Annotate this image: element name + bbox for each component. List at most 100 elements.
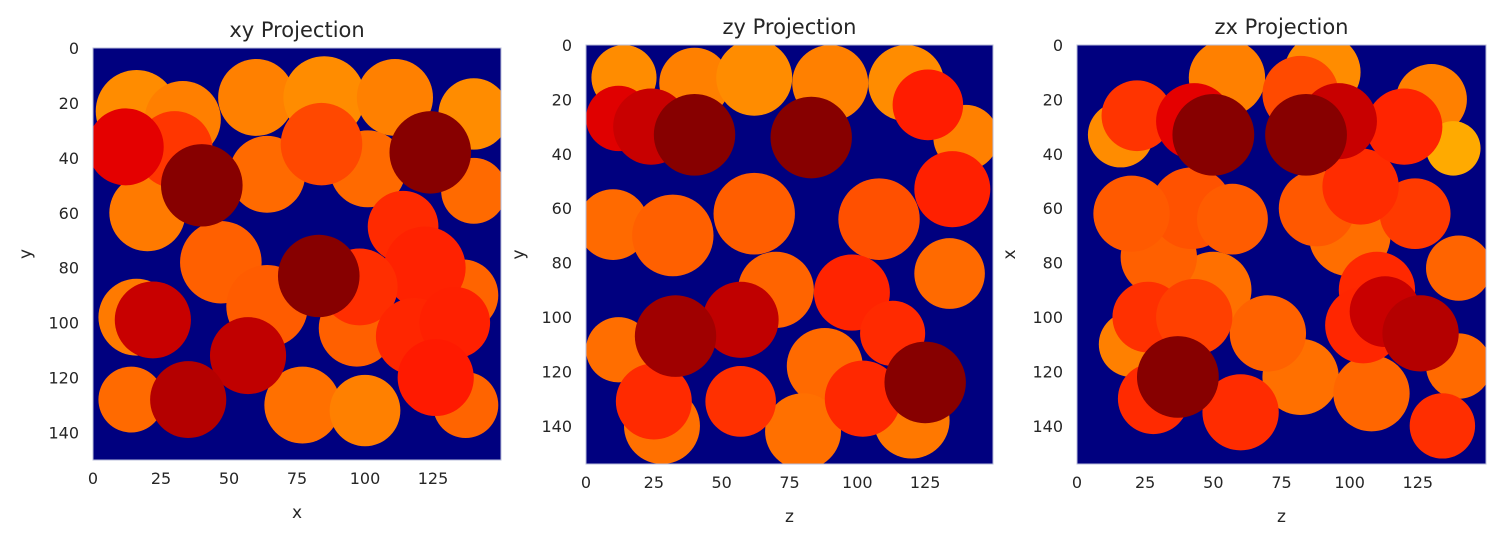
x-tick-label: 25 xyxy=(1135,473,1155,492)
sphere-projection xyxy=(634,295,717,377)
sphere-projection xyxy=(150,361,227,439)
y-tick-label: 100 xyxy=(541,308,572,327)
y-tick-label: 0 xyxy=(562,36,572,55)
chart-title: zy Projection xyxy=(723,15,857,39)
y-tick-label: 80 xyxy=(59,259,79,278)
plot-frame xyxy=(1076,44,1487,465)
x-tick-label: 25 xyxy=(151,469,171,488)
sphere-projection xyxy=(632,194,714,277)
y-tick-label: 80 xyxy=(552,254,572,273)
y-tick-label: 120 xyxy=(541,362,572,381)
sphere-layer xyxy=(93,56,501,447)
sphere-projection xyxy=(716,45,793,116)
sphere-projection xyxy=(1382,295,1459,372)
sphere-projection xyxy=(389,111,472,194)
y-tick-label: 140 xyxy=(48,424,79,443)
sphere-projection xyxy=(914,151,991,228)
sphere-layer xyxy=(586,45,993,464)
x-tick-label: 75 xyxy=(779,473,799,492)
sphere-projection xyxy=(1333,355,1410,432)
y-tick-label: 120 xyxy=(48,369,79,388)
sphere-projection xyxy=(397,339,474,417)
x-axis-label: z xyxy=(785,507,794,527)
panel-0: xy Projection 0 25 50 75 100 125 0 20 40 60 80 100 12… xyxy=(16,18,502,523)
y-axis-label: x xyxy=(1000,249,1020,259)
x-tick-label: 125 xyxy=(910,473,941,492)
x-tick-label: 125 xyxy=(418,469,449,488)
sphere-projection xyxy=(713,172,795,255)
y-tick-label: 20 xyxy=(1043,90,1063,109)
sphere-projection xyxy=(1172,93,1255,176)
y-tick-label: 100 xyxy=(1032,308,1063,327)
x-tick-label: 0 xyxy=(581,473,591,492)
sphere-projection xyxy=(209,317,287,395)
x-tick-label: 75 xyxy=(287,469,307,488)
x-tick-label: 25 xyxy=(644,473,664,492)
sphere-projection xyxy=(892,69,964,141)
sphere-projection xyxy=(1156,278,1233,356)
sphere-layer xyxy=(1087,45,1486,459)
sphere-projection xyxy=(1202,374,1279,451)
y-tick-label: 0 xyxy=(69,39,79,58)
y-tick-label: 0 xyxy=(1053,36,1063,55)
sphere-projection xyxy=(1229,295,1307,372)
sphere-projection xyxy=(653,93,736,176)
sphere-projection xyxy=(1101,80,1173,152)
sphere-projection xyxy=(1322,148,1399,225)
sphere-projection xyxy=(1265,93,1347,176)
x-tick-label: 125 xyxy=(1403,473,1434,492)
panel-2: zx Projection 0 25 50 75 100 125 0 20 40 60 80 100 12… xyxy=(1000,15,1487,527)
sphere-projection xyxy=(914,238,985,309)
x-tick-label: 0 xyxy=(1072,473,1082,492)
sphere-projection xyxy=(1409,393,1476,459)
sphere-projection xyxy=(264,366,341,444)
x-tick-label: 100 xyxy=(350,469,381,488)
y-axis-label: y xyxy=(16,249,36,259)
x-tick-label: 0 xyxy=(88,469,98,488)
sphere-projection xyxy=(277,234,360,318)
x-tick-label: 50 xyxy=(711,473,731,492)
y-tick-label: 140 xyxy=(541,417,572,436)
y-tick-label: 60 xyxy=(59,204,79,223)
y-axis-label: y xyxy=(509,249,529,259)
chart-title: xy Projection xyxy=(229,18,364,42)
sphere-projection xyxy=(615,363,692,440)
sphere-projection xyxy=(93,108,164,186)
sphere-projection xyxy=(838,178,920,260)
sphere-projection xyxy=(702,281,779,358)
x-tick-label: 100 xyxy=(842,473,873,492)
x-tick-label: 50 xyxy=(219,469,239,488)
x-axis-label: x xyxy=(292,503,302,523)
sphere-projection xyxy=(1136,336,1219,418)
sphere-projection xyxy=(280,102,363,186)
sphere-projection xyxy=(586,317,652,383)
sphere-projection xyxy=(705,366,776,437)
x-tick-label: 75 xyxy=(1271,473,1291,492)
plot-frame xyxy=(92,47,502,461)
sphere-projection xyxy=(884,341,966,424)
y-tick-label: 60 xyxy=(1043,199,1063,218)
y-tick-label: 80 xyxy=(1043,254,1063,273)
x-tick-label: 50 xyxy=(1203,473,1223,492)
sphere-projection xyxy=(161,144,243,227)
x-axis-label: z xyxy=(1277,507,1286,527)
sphere-projection xyxy=(218,58,295,136)
y-tick-label: 40 xyxy=(1043,145,1063,164)
panel-1: zy Projection 0 25 50 75 100 125 0 20 40 60 80 100 12… xyxy=(509,15,994,527)
sphere-projection xyxy=(1196,183,1268,255)
x-tick-label: 100 xyxy=(1334,473,1365,492)
sphere-projection xyxy=(1366,88,1443,165)
y-tick-label: 20 xyxy=(552,90,572,109)
y-tick-label: 20 xyxy=(59,94,79,113)
y-tick-label: 60 xyxy=(552,199,572,218)
y-tick-label: 40 xyxy=(552,145,572,164)
sphere-projection xyxy=(1426,235,1486,301)
y-tick-label: 100 xyxy=(48,314,79,333)
sphere-projection xyxy=(1093,175,1170,252)
y-tick-label: 140 xyxy=(1032,417,1063,436)
chart-title: zx Projection xyxy=(1215,15,1349,39)
sphere-projection xyxy=(824,360,901,437)
plot-frame xyxy=(585,44,994,465)
sphere-projection xyxy=(114,281,191,359)
